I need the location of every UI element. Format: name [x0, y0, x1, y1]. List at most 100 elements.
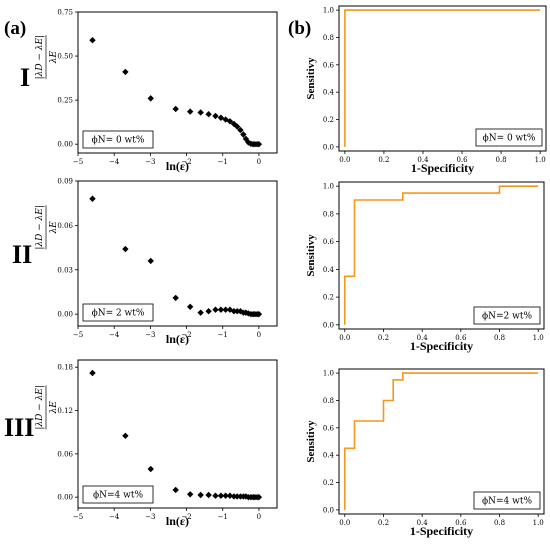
- plot-frame: [77, 180, 278, 327]
- y-axis-label: |λD − λE| λE: [35, 205, 59, 250]
- data-point: [255, 310, 263, 318]
- chart-1: −5 −4 −3 −2 −1 0 0.00 0.25 0.50 0.75 ln(ε) |λD − λE…: [35, 9, 278, 173]
- data-point: [255, 140, 263, 148]
- y-tick-label: 0.18: [57, 364, 73, 372]
- plot-frame: [77, 359, 278, 509]
- panel-label-b: (b): [288, 18, 311, 39]
- data-point: [212, 306, 219, 313]
- plot-frame: [77, 11, 278, 154]
- x-tick-label: −4: [109, 513, 120, 521]
- y-tick-label: 0.4: [323, 452, 335, 460]
- y-axis-label: Sensitivy: [305, 57, 317, 100]
- x-tick-label: −5: [73, 331, 83, 339]
- data-point: [89, 37, 96, 44]
- data-point: [172, 105, 179, 113]
- data-point: [197, 109, 204, 116]
- row-label-2: II: [12, 240, 32, 269]
- data-point: [197, 309, 204, 316]
- x-tick-label: 0: [257, 513, 261, 521]
- roc-curve: [343, 372, 539, 510]
- plot-frame: [338, 368, 545, 515]
- y-tick-label: 0.6: [323, 424, 335, 432]
- data-point: [147, 95, 154, 102]
- data-point: [237, 126, 244, 134]
- data-point: [237, 308, 244, 315]
- x-tick-label: 0.2: [378, 334, 389, 342]
- data-point: [205, 308, 212, 315]
- y-tick-label: 0.8: [323, 34, 334, 42]
- x-tick-label: −3: [145, 513, 155, 521]
- chart-4: 0.0 0.2 0.4 0.6 0.8 1.0 0.0 0.2 0.4 0.6 0.8 1.0 1-Sp…: [305, 181, 545, 353]
- legend-label: ϕN=4 wt%: [482, 497, 532, 507]
- y-tick-label: 0.2: [323, 116, 334, 124]
- y-tick-label: 0.8: [323, 210, 334, 218]
- x-tick-label: 0.0: [339, 156, 350, 164]
- x-tick-label: 0.4: [417, 519, 429, 527]
- chart-5: −5 −4 −3 −2 −1 0 0.00 0.06 0.12 0.18 ln(ε) |λD − λE…: [35, 359, 278, 528]
- data-point: [122, 432, 129, 440]
- data-point: [230, 493, 238, 500]
- data-point: [226, 118, 234, 125]
- y-tick-label: 1.0: [323, 370, 334, 378]
- data-point: [122, 68, 129, 76]
- y-axis-label-denominator: λE: [49, 401, 59, 415]
- x-tick-label: −5: [73, 158, 83, 166]
- x-tick-label: 0.4: [417, 334, 429, 342]
- roc-curve: [343, 185, 539, 325]
- data-point: [197, 491, 204, 499]
- legend-box: [82, 485, 154, 504]
- panel-label-a: (a): [4, 18, 26, 39]
- y-tick-label: 0.25: [57, 97, 73, 105]
- data-point: [217, 492, 225, 499]
- y-tick-label: 1.0: [323, 183, 334, 191]
- x-tick-label: 0.8: [496, 156, 507, 164]
- x-tick-label: 0.0: [339, 519, 350, 527]
- x-tick-label: −2: [181, 513, 191, 521]
- legend-label: ϕN=2 wt%: [482, 312, 532, 322]
- y-axis-label: Sensitivy: [305, 420, 317, 463]
- y-tick-label: 0.09: [57, 178, 73, 186]
- y-tick-label: 0.06: [57, 450, 73, 458]
- y-axis-label-numerator: |λD − λE|: [35, 385, 45, 430]
- x-tick-label: 1.0: [535, 156, 546, 164]
- data-point: [240, 131, 247, 138]
- x-tick-label: 0.2: [378, 156, 389, 164]
- x-tick-label: −2: [181, 331, 191, 339]
- y-tick-label: 0.2: [323, 479, 334, 487]
- x-tick-label: 0.2: [378, 519, 389, 527]
- y-tick-label: 0.0: [323, 506, 334, 514]
- x-tick-label: 1.0: [533, 519, 544, 527]
- y-axis-label-numerator: |λD − λE|: [35, 35, 45, 80]
- data-point: [234, 123, 241, 130]
- x-axis-label: 1-Specificity: [410, 339, 473, 353]
- y-tick-label: 0.4: [323, 89, 335, 97]
- legend-label: ϕN= 0 wt%: [92, 136, 145, 146]
- y-tick-label: 0.00: [57, 141, 73, 149]
- data-point: [234, 308, 241, 315]
- legend-label: ϕN=4 wt%: [93, 491, 143, 501]
- y-axis-label-numerator: |λD − λE|: [35, 205, 45, 250]
- data-point: [172, 486, 179, 494]
- data-point: [212, 492, 219, 499]
- x-tick-label: 0.4: [417, 156, 429, 164]
- legend-box: [82, 303, 154, 322]
- legend-box: [473, 491, 541, 510]
- y-tick-label: 0.0: [323, 321, 334, 329]
- y-tick-label: 0.0: [323, 143, 334, 151]
- x-tick-label: −1: [218, 331, 228, 339]
- x-axis-label: 1-Specificity: [410, 524, 473, 538]
- data-point: [230, 120, 238, 128]
- chart-2: 0.0 0.2 0.4 0.6 0.8 1.0 0.0 0.2 0.4 0.6 0.8 1.0 1-Sp…: [305, 5, 547, 175]
- data-point: [89, 195, 96, 202]
- legend-box: [473, 306, 541, 325]
- row-label-1: I: [20, 63, 30, 92]
- x-tick-label: −4: [109, 158, 120, 166]
- x-axis-label: 1-Specificity: [411, 161, 474, 175]
- chart-3: −5 −4 −3 −2 −1 0 0.00 0.03 0.06 0.09 ln(ε) |λD − λE…: [35, 178, 278, 346]
- y-tick-label: 0.75: [57, 9, 73, 17]
- data-point: [222, 116, 229, 123]
- x-tick-label: 0.6: [455, 334, 467, 342]
- x-axis-label: ln(ε): [166, 332, 189, 346]
- x-tick-label: −2: [181, 158, 191, 166]
